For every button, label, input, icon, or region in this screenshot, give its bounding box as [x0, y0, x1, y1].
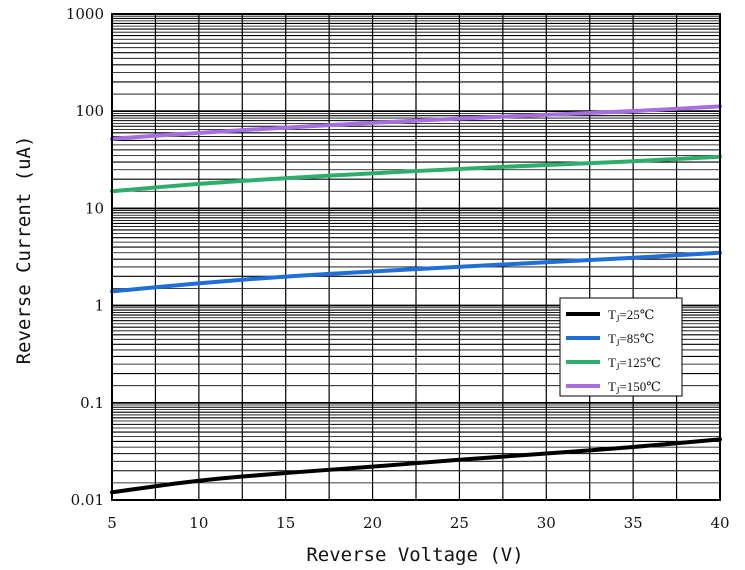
series-line-3	[110, 104, 722, 141]
x-tick-labels: 5 10 15 20 25 30 35 40	[107, 514, 729, 532]
x-tick-label: 35	[624, 514, 643, 532]
legend-label: TJ=125℃	[608, 355, 661, 372]
x-tick-label: 30	[537, 514, 556, 532]
y-tick-label: 1000	[66, 5, 104, 23]
x-tick-label: 20	[363, 514, 382, 532]
legend-label: TJ=150℃	[608, 379, 661, 396]
y-tick-label: 1	[94, 297, 104, 315]
x-tick-label: 25	[450, 514, 469, 532]
x-tick-label: 40	[710, 514, 729, 532]
x-tick-label: 15	[276, 514, 295, 532]
series-line-1	[110, 250, 722, 294]
y-axis-title: Reverse Current (uA)	[13, 136, 35, 365]
x-axis-title: Reverse Voltage (V)	[306, 544, 523, 566]
legend-label: TJ=25℃	[608, 307, 654, 324]
y-tick-label: 100	[75, 102, 104, 120]
series-layer	[110, 104, 722, 495]
y-tick-label: 0.1	[80, 394, 104, 412]
y-tick-label: 10	[85, 199, 104, 217]
legend: TJ=25℃ TJ=85℃ TJ=125℃ TJ=150℃	[559, 297, 683, 397]
plot-frame	[111, 13, 721, 501]
x-tick-label: 10	[189, 514, 208, 532]
y-tick-labels: 0.01 0.1 1 10 100 1000	[66, 5, 104, 509]
series-line-2	[110, 154, 722, 194]
x-tick-label: 5	[107, 514, 117, 532]
y-tick-label: 0.01	[71, 491, 104, 509]
series-line-0	[110, 437, 722, 495]
legend-label: TJ=85℃	[608, 331, 654, 348]
